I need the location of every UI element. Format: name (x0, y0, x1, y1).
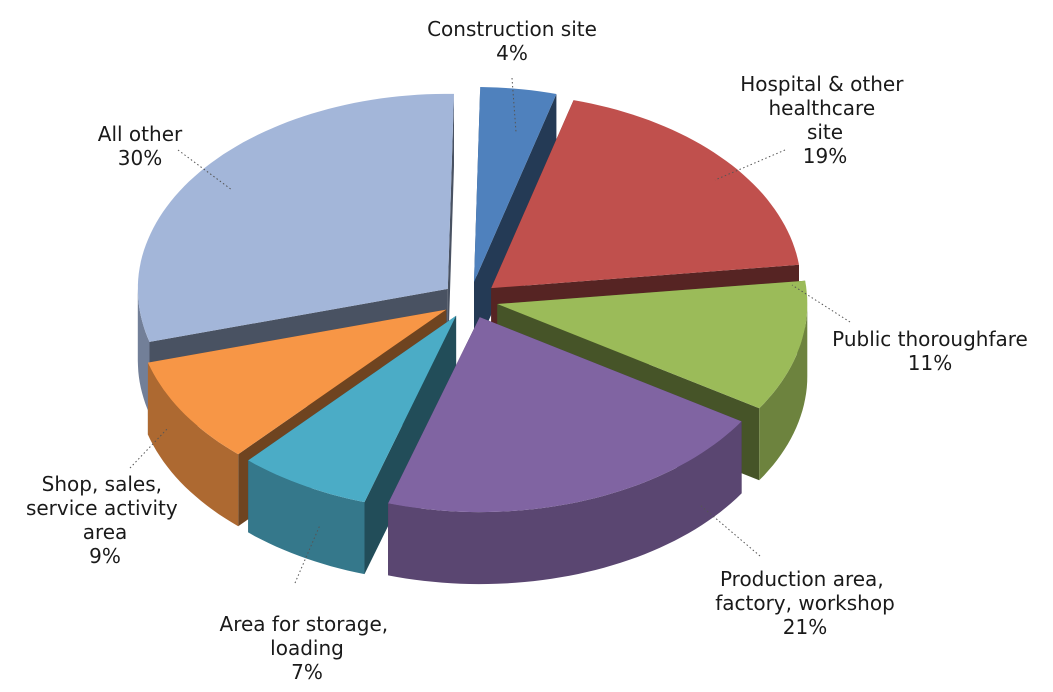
value-label: 11% (908, 351, 952, 375)
slice-side (364, 315, 457, 575)
category-label: All other (98, 122, 183, 146)
leader-line (699, 504, 761, 557)
slice-side (759, 304, 808, 481)
slice-side (248, 460, 365, 575)
slice (147, 309, 447, 455)
category-label: Construction site (427, 17, 597, 41)
category-label: Public thoroughfare (832, 327, 1028, 351)
leader-line (791, 284, 851, 323)
slice (137, 93, 454, 342)
leader-line (511, 77, 517, 133)
category-label: Area for storage, loading (220, 612, 395, 660)
slice-tops (137, 87, 808, 513)
slice (248, 315, 457, 503)
slice-side (447, 93, 454, 361)
leader-line (294, 524, 321, 584)
value-label: 9% (89, 544, 121, 568)
leader-line (714, 149, 786, 181)
slice (497, 280, 808, 409)
leader-line (129, 427, 169, 469)
slice-side (137, 288, 150, 414)
slice (388, 317, 742, 513)
slice-side (388, 421, 742, 585)
slice (491, 100, 799, 289)
leader-line (177, 149, 233, 191)
value-label: 21% (783, 615, 827, 639)
value-label: 30% (118, 146, 162, 170)
slice-side (147, 362, 239, 527)
category-label: Production area, factory, workshop (715, 567, 895, 615)
category-label: Shop, sales, service activity area (26, 472, 184, 544)
value-label: 19% (803, 144, 847, 168)
value-label: 7% (291, 660, 323, 684)
category-label: Hospital & other healthcare site (740, 72, 910, 144)
slice (474, 87, 557, 282)
value-label: 4% (496, 41, 528, 65)
